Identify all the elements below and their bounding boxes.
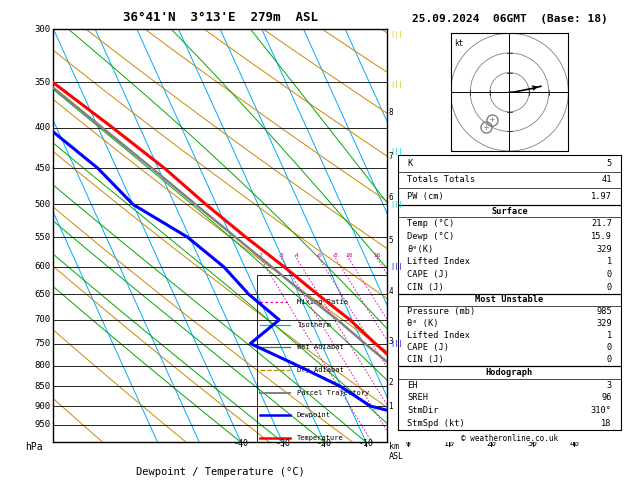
- Text: 4: 4: [389, 287, 393, 296]
- Text: 750: 750: [34, 339, 50, 348]
- Text: |||: |||: [390, 263, 403, 271]
- Text: 16: 16: [374, 253, 381, 258]
- Text: Dewpoint: Dewpoint: [297, 413, 331, 418]
- Text: 600: 600: [34, 262, 50, 272]
- Text: Isotherm: Isotherm: [297, 322, 331, 328]
- Text: 1LCL: 1LCL: [389, 401, 407, 411]
- Text: 3: 3: [389, 337, 393, 346]
- Text: θᵉ(K): θᵉ(K): [407, 244, 433, 254]
- Text: Lifted Index: Lifted Index: [407, 257, 470, 266]
- Text: |||: |||: [390, 31, 403, 38]
- Text: 5: 5: [606, 159, 612, 168]
- Text: 400: 400: [34, 123, 50, 132]
- Text: 41: 41: [601, 175, 612, 185]
- Text: 0: 0: [606, 283, 612, 292]
- Text: 25.09.2024  06GMT  (Base: 18): 25.09.2024 06GMT (Base: 18): [411, 14, 608, 24]
- Text: -20: -20: [317, 439, 332, 449]
- Text: 15.9: 15.9: [591, 232, 612, 241]
- Text: Lifted Index: Lifted Index: [407, 331, 470, 340]
- Text: 900: 900: [34, 401, 50, 411]
- Text: 30: 30: [528, 439, 538, 449]
- Text: 800: 800: [34, 361, 50, 370]
- Text: -30: -30: [275, 439, 290, 449]
- Text: 8: 8: [333, 253, 337, 258]
- Text: 1: 1: [606, 331, 612, 340]
- Text: Hodograph: Hodograph: [486, 368, 533, 377]
- Text: -10: -10: [359, 439, 374, 449]
- Text: 8: 8: [389, 108, 393, 118]
- Text: PW (cm): PW (cm): [407, 192, 444, 201]
- Text: 18: 18: [601, 419, 612, 428]
- Text: 1: 1: [606, 257, 612, 266]
- Text: 7: 7: [389, 152, 393, 161]
- Text: SREH: SREH: [407, 393, 428, 402]
- Text: 20: 20: [486, 439, 496, 449]
- Text: 2: 2: [389, 378, 393, 387]
- Text: hPa: hPa: [25, 442, 43, 452]
- Text: Wet Adiabat: Wet Adiabat: [297, 344, 343, 350]
- Text: 36°41'N  3°13'E  279m  ASL: 36°41'N 3°13'E 279m ASL: [123, 11, 318, 24]
- Text: θᵉ (K): θᵉ (K): [407, 319, 438, 328]
- Text: 329: 329: [596, 319, 612, 328]
- Text: © weatheronline.co.uk: © weatheronline.co.uk: [461, 434, 558, 443]
- Text: CAPE (J): CAPE (J): [407, 270, 449, 279]
- Text: CAPE (J): CAPE (J): [407, 343, 449, 352]
- Text: Pressure (mb): Pressure (mb): [407, 307, 476, 316]
- Text: K: K: [407, 159, 413, 168]
- Text: Mixing Ratio: Mixing Ratio: [297, 299, 348, 305]
- Text: 0: 0: [606, 270, 612, 279]
- Text: 329: 329: [596, 244, 612, 254]
- Text: Dry Adiabat: Dry Adiabat: [297, 367, 343, 373]
- Text: 40: 40: [569, 439, 579, 449]
- Text: 6: 6: [317, 253, 321, 258]
- Text: 3: 3: [606, 381, 612, 390]
- Text: StmDir: StmDir: [407, 406, 438, 415]
- Text: Temperature: Temperature: [297, 435, 343, 441]
- Text: 550: 550: [34, 233, 50, 242]
- Text: 10: 10: [345, 253, 352, 258]
- Text: Dewp (°C): Dewp (°C): [407, 232, 454, 241]
- Text: Mixing Ratio (g/kg): Mixing Ratio (g/kg): [442, 192, 452, 279]
- Text: 6: 6: [389, 193, 393, 202]
- Text: 850: 850: [34, 382, 50, 391]
- Text: |||: |||: [390, 340, 403, 347]
- Text: 650: 650: [34, 290, 50, 299]
- Text: Totals Totals: Totals Totals: [407, 175, 476, 185]
- Text: |||: |||: [390, 82, 403, 88]
- Text: 310°: 310°: [591, 406, 612, 415]
- Text: 500: 500: [34, 200, 50, 209]
- Text: CIN (J): CIN (J): [407, 283, 444, 292]
- Text: StmSpd (kt): StmSpd (kt): [407, 419, 465, 428]
- Text: 950: 950: [34, 420, 50, 429]
- Text: 300: 300: [34, 25, 50, 34]
- Text: 4: 4: [295, 253, 299, 258]
- Text: 0: 0: [606, 343, 612, 352]
- Text: 0: 0: [606, 355, 612, 364]
- Text: 450: 450: [34, 164, 50, 173]
- Text: Most Unstable: Most Unstable: [476, 295, 543, 304]
- Text: 350: 350: [34, 78, 50, 87]
- Text: Temp (°C): Temp (°C): [407, 219, 454, 228]
- Text: CIN (J): CIN (J): [407, 355, 444, 364]
- Text: -40: -40: [233, 439, 248, 449]
- Text: 0: 0: [405, 439, 410, 449]
- Text: 96: 96: [601, 393, 612, 402]
- Text: km
ASL: km ASL: [389, 442, 403, 461]
- Text: 2: 2: [259, 253, 262, 258]
- Text: Parcel Trajectory: Parcel Trajectory: [297, 390, 369, 396]
- Text: 1.97: 1.97: [591, 192, 612, 201]
- Text: 10: 10: [444, 439, 454, 449]
- Text: 700: 700: [34, 315, 50, 324]
- Text: |||: |||: [390, 201, 403, 208]
- Text: |||: |||: [390, 148, 403, 155]
- Text: Dewpoint / Temperature (°C): Dewpoint / Temperature (°C): [136, 467, 304, 477]
- Text: Surface: Surface: [491, 207, 528, 216]
- Text: 3: 3: [279, 253, 283, 258]
- Text: 21.7: 21.7: [591, 219, 612, 228]
- Text: 985: 985: [596, 307, 612, 316]
- Text: EH: EH: [407, 381, 418, 390]
- Text: 5: 5: [389, 236, 393, 245]
